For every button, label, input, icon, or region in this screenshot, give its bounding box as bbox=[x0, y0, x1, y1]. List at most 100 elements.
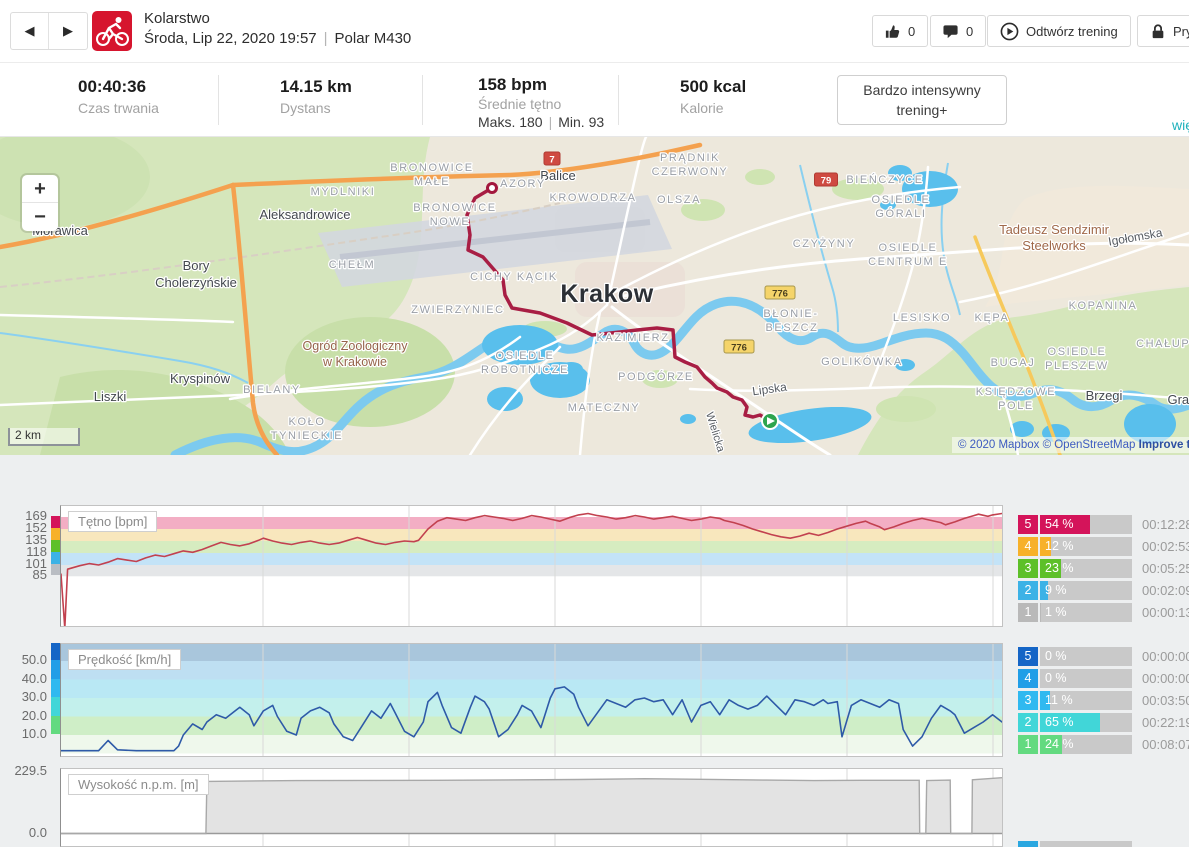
altitude-zones-panel-clipped bbox=[1018, 841, 1132, 847]
zone-row: 3 11 % 00:03:50 bbox=[1018, 691, 1189, 710]
like-button[interactable]: 0 bbox=[872, 15, 929, 47]
calories-value: 500 kcal bbox=[680, 77, 747, 96]
privacy-label: Pry bbox=[1173, 23, 1189, 39]
like-count: 0 bbox=[908, 23, 916, 39]
speed-chart[interactable] bbox=[60, 643, 1003, 757]
heart-rate-chart[interactable] bbox=[60, 505, 1003, 627]
zone-row: 5 54 % 00:12:28 bbox=[1018, 515, 1189, 534]
map-label: BIEŃCZYCE bbox=[846, 173, 923, 186]
route-polyline bbox=[465, 186, 772, 422]
osm-attribution-link[interactable]: © OpenStreetMap bbox=[1042, 439, 1136, 451]
duration-label: Czas trwania bbox=[78, 100, 159, 116]
altitude-chart[interactable] bbox=[60, 768, 1003, 847]
zone-percent: 9 % bbox=[1045, 583, 1067, 597]
road-shield bbox=[543, 151, 561, 166]
zone-time: 00:22:19 bbox=[1142, 715, 1189, 730]
replay-label: Odtwórz trening bbox=[1026, 23, 1118, 39]
map-zoom-control: + − bbox=[22, 175, 58, 231]
chart-canvas bbox=[61, 506, 1002, 626]
zoom-in-button[interactable]: + bbox=[22, 175, 58, 203]
zone-number: 3 bbox=[1018, 691, 1038, 710]
zone-time: 00:03:50 bbox=[1142, 693, 1189, 708]
map-label: Kryspinów bbox=[170, 371, 231, 386]
zoom-out-button[interactable]: − bbox=[34, 206, 46, 228]
session-date: Środa, Lip 22, 2020 19:57 bbox=[144, 30, 317, 47]
duration-stat: 00:40:36 Czas trwania bbox=[78, 77, 159, 116]
map-label: Tadeusz Sendzimir bbox=[999, 222, 1109, 237]
subtitle-separator: | bbox=[323, 30, 328, 47]
road-shield-number: 7 bbox=[549, 155, 554, 166]
map-scale: 2 km bbox=[8, 428, 80, 446]
zone-percent: 23 % bbox=[1045, 561, 1074, 575]
chart-canvas bbox=[61, 644, 1002, 756]
map-label: OLSZA bbox=[657, 194, 701, 206]
zone-edge-marker bbox=[51, 564, 60, 576]
map-label: Bory bbox=[183, 258, 210, 273]
map-attribution: © 2020 Mapbox © OpenStreetMap Improve t bbox=[952, 437, 1189, 453]
zone-bar-fill bbox=[1040, 713, 1100, 732]
zone-percent: 24 % bbox=[1045, 737, 1074, 751]
calories-stat: 500 kcal Kalorie bbox=[680, 77, 746, 116]
distance-stat: 14.15 km Dystans bbox=[280, 77, 352, 116]
road-shield-number: 776 bbox=[731, 343, 747, 354]
map-label: PLESZEW bbox=[1045, 360, 1109, 372]
zone-bar: 0 % bbox=[1040, 647, 1132, 666]
map-label: PODGÓRZE bbox=[618, 370, 694, 383]
zone-bar: 9 % bbox=[1040, 581, 1132, 600]
mapbox-attribution-link[interactable]: © 2020 Mapbox bbox=[958, 439, 1040, 451]
map-label: CZERWONY bbox=[652, 166, 729, 178]
comment-icon bbox=[943, 24, 958, 38]
map-label: BRONOWICE bbox=[390, 162, 473, 174]
comment-button[interactable]: 0 bbox=[930, 15, 987, 47]
zone-edge-marker bbox=[51, 678, 60, 697]
thumbs-up-icon bbox=[885, 24, 900, 38]
next-session-button[interactable]: ▶ bbox=[63, 23, 73, 38]
road-shield bbox=[723, 339, 755, 354]
zone-edge-marker bbox=[51, 540, 60, 552]
zone-edge-marker bbox=[51, 552, 60, 564]
zone-edge-marker bbox=[51, 643, 60, 660]
lock-icon bbox=[1152, 23, 1164, 38]
map-label: MAŁE bbox=[414, 176, 450, 188]
heart-rate-chart-title: Tętno [bpm] bbox=[68, 511, 158, 532]
map-label: KOŁO bbox=[289, 416, 326, 428]
zone-bar: 24 % bbox=[1040, 735, 1132, 754]
y-axis-tick: 229.5 bbox=[14, 763, 47, 779]
privacy-button[interactable]: Pry bbox=[1137, 15, 1189, 47]
distance-value: 14.15 km bbox=[280, 77, 352, 96]
map-label: OSIEDLE bbox=[872, 194, 931, 206]
road-shield-number: 79 bbox=[821, 176, 832, 187]
replay-training-button[interactable]: Odtwórz trening bbox=[987, 15, 1131, 47]
zone-row: 4 12 % 00:02:53 bbox=[1018, 537, 1189, 556]
zone-row: 1 24 % 00:08:07 bbox=[1018, 735, 1189, 754]
map-label: OSIEDLE bbox=[496, 350, 555, 362]
map-label: GÓRALI bbox=[875, 207, 926, 220]
prev-session-button[interactable]: ◀ bbox=[11, 13, 49, 49]
map-label: Ogród Zoologiczny bbox=[303, 339, 409, 353]
map-label: CICHY KĄCIK bbox=[470, 271, 558, 283]
y-axis-tick: 101 bbox=[25, 556, 47, 571]
y-axis-tick: 152 bbox=[25, 520, 47, 535]
map-label: MYDLNIKI bbox=[311, 186, 376, 198]
heart-rate-zones-panel: 5 54 % 00:12:28 4 12 % 00:02:53 3 23 % 00:05:25 2… bbox=[1018, 515, 1189, 625]
calories-label: Kalorie bbox=[680, 100, 724, 116]
y-axis-tick: 169 bbox=[25, 508, 47, 523]
y-axis-tick: 50.0 bbox=[21, 652, 47, 667]
map-label: Brzegi bbox=[1086, 388, 1123, 403]
zone-bar: 12 % bbox=[1040, 537, 1132, 556]
zone-row: 5 0 % 00:00:00 bbox=[1018, 647, 1189, 666]
zone-time: 00:02:09 bbox=[1142, 583, 1189, 598]
y-axis-tick: 85 bbox=[32, 567, 47, 583]
y-axis-tick: 0.0 bbox=[28, 824, 47, 840]
improve-map-link[interactable]: Improve t bbox=[1138, 439, 1189, 451]
map-label: OSIEDLE bbox=[1048, 346, 1107, 358]
y-axis-tick: 10.0 bbox=[21, 726, 47, 741]
route-map[interactable]: 7 79 776 776 Balice Aleksandrowice Morawica MY… bbox=[0, 137, 1189, 455]
zone-percent: 1 % bbox=[1045, 605, 1067, 619]
top-bar: ◀ ▶ Kolarstwo Środa, Lip 22, 2020 19:57 |… bbox=[0, 0, 1189, 62]
intensity-badge[interactable]: Bardzo intensywny trening+ bbox=[837, 75, 1007, 125]
duration-value: 00:40:36 bbox=[78, 77, 147, 96]
map-label: BESZCZ bbox=[766, 322, 819, 334]
more-link[interactable]: wię bbox=[1172, 117, 1189, 133]
